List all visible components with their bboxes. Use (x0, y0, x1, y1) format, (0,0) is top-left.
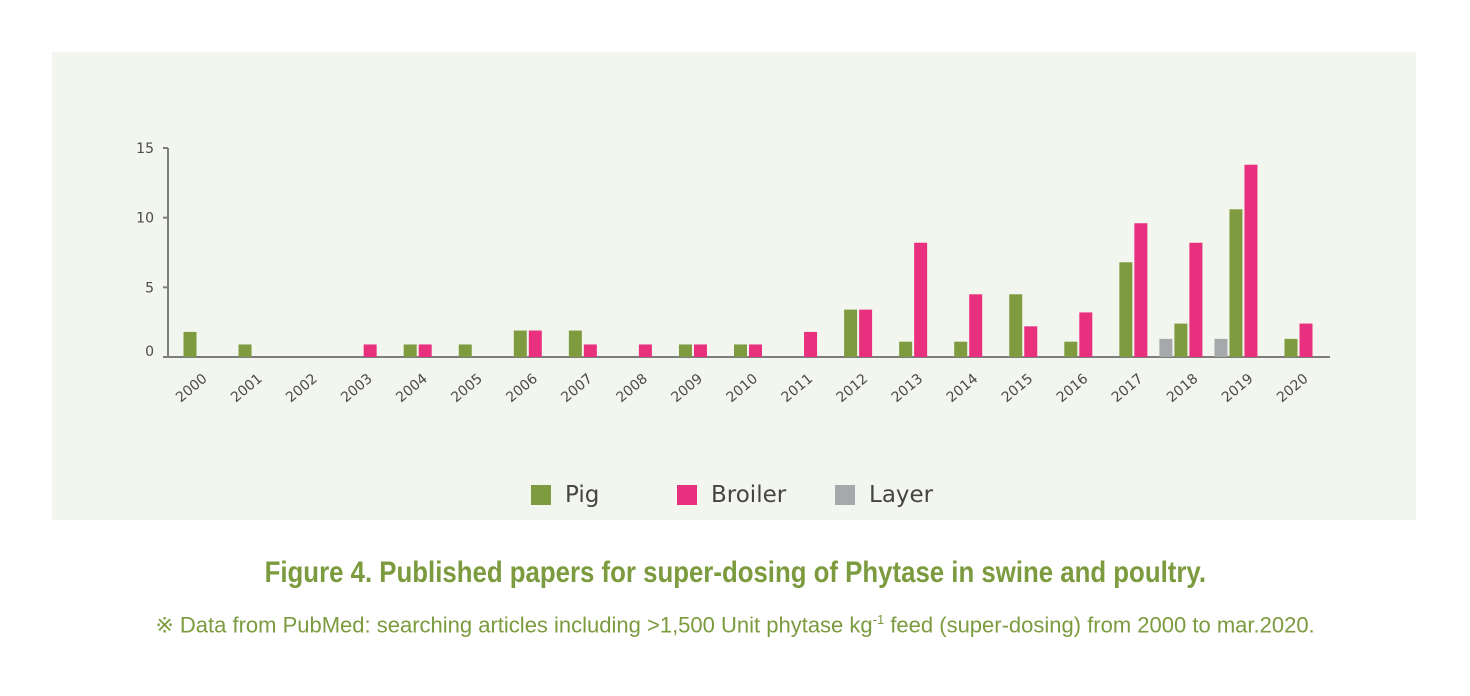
bar-broiler-2020 (1299, 323, 1313, 357)
bar-broiler-2012 (859, 309, 873, 357)
x-tick-label: 2000 (173, 371, 211, 406)
y-tick-label: 5 (145, 280, 154, 296)
note-text-2: feed (super-dosing) from 2000 to mar.202… (884, 612, 1315, 638)
bar-broiler-2007 (583, 344, 597, 357)
bar-pig-2010 (734, 344, 747, 357)
bar-broiler-2019 (1244, 164, 1258, 357)
bar-broiler-2015 (1024, 326, 1038, 357)
bar-pig-2018 (1174, 323, 1188, 357)
x-tick-label: 2005 (448, 371, 486, 406)
y-tick-label: 15 (136, 141, 154, 157)
x-tick-label: 2001 (228, 371, 266, 406)
bar-broiler-2008 (638, 344, 652, 357)
bar-pig-2013 (899, 341, 913, 357)
x-tick-label: 2002 (283, 371, 321, 406)
bar-pig-2007 (568, 330, 582, 357)
legend-label-broiler: Broiler (711, 482, 787, 508)
figure-note: ※ Data from PubMed: searching articles i… (0, 612, 1470, 638)
figure-title-text: Figure 4. Published papers for super-dos… (264, 556, 1206, 589)
x-tick-label: 2011 (779, 371, 817, 406)
legend-item-broiler: Broiler (677, 482, 786, 508)
bar-pig-2014 (954, 341, 968, 357)
legend-swatch-pig (531, 485, 551, 505)
bar-broiler-2014 (969, 294, 983, 357)
legend-swatch-layer (835, 485, 855, 505)
x-tick-label: 2013 (889, 371, 927, 406)
bar-broiler-2004 (418, 344, 432, 357)
note-superscript: -1 (872, 612, 885, 627)
x-tick-label: 2014 (944, 371, 982, 406)
x-tick-label: 2016 (1054, 371, 1092, 406)
legend-label-pig: Pig (565, 482, 600, 508)
bar-broiler-2003 (363, 344, 377, 357)
bar-pig-2006 (513, 330, 527, 357)
x-tick-label: 2009 (668, 371, 706, 406)
legend-item-pig: Pig (531, 482, 599, 508)
x-tick-label: 2019 (1219, 371, 1257, 406)
chart-panel: 0 5 10 15 2000 2001 2002 2003 2004 2005 2006 2007 20… (52, 52, 1416, 520)
x-tick-label: 2008 (613, 371, 651, 406)
bar-broiler-2018 (1189, 242, 1203, 357)
bar-broiler-2009 (693, 344, 707, 357)
x-tick-label: 2017 (1109, 371, 1147, 406)
bar-pig-2016 (1064, 341, 1078, 357)
bar-broiler-2013 (914, 242, 928, 357)
bar-broiler-2006 (528, 330, 542, 357)
x-tick-label: 2004 (393, 371, 431, 406)
bar-pig-2012 (844, 309, 858, 357)
x-tick-label: 2012 (834, 371, 872, 406)
bar-pig-2020 (1284, 338, 1298, 357)
legend-label-layer: Layer (869, 482, 934, 508)
bar-pig-2005 (458, 344, 472, 357)
bar-layer-2019 (1214, 338, 1228, 357)
bar-broiler-2010 (749, 344, 762, 357)
bar-broiler-2016 (1079, 312, 1093, 357)
bar-broiler-2011 (804, 331, 818, 357)
x-tick-label: 2006 (503, 371, 541, 406)
bar-pig-2019 (1229, 209, 1243, 357)
bar-chart: 0 5 10 15 2000 2001 2002 2003 2004 2005 2006 2007 20… (136, 141, 1330, 406)
bar-pig-2001 (238, 344, 252, 357)
x-tick-label: 2018 (1164, 371, 1202, 406)
bar-pig-2000 (183, 331, 197, 357)
bar-broiler-2017 (1134, 223, 1148, 357)
legend-item-layer: Layer (835, 482, 933, 508)
figure-title: Figure 4. Published papers for super-dos… (0, 556, 1470, 590)
bar-pig-2017 (1119, 262, 1133, 357)
x-tick-label: 2007 (558, 371, 596, 406)
note-text-1: ※ Data from PubMed: searching articles i… (155, 612, 873, 638)
bar-pig-2004 (403, 344, 417, 357)
y-tick-label: 0 (145, 344, 154, 360)
x-tick-label: 2003 (338, 371, 376, 406)
x-tick-label: 2020 (1274, 371, 1312, 406)
x-tick-label: 2010 (723, 371, 761, 406)
bar-pig-2015 (1009, 294, 1023, 357)
bar-pig-2009 (678, 344, 692, 357)
x-tick-label: 2015 (999, 371, 1037, 406)
y-tick-label: 10 (136, 211, 154, 227)
bar-layer-2018 (1159, 338, 1173, 357)
legend-swatch-broiler (677, 485, 697, 505)
